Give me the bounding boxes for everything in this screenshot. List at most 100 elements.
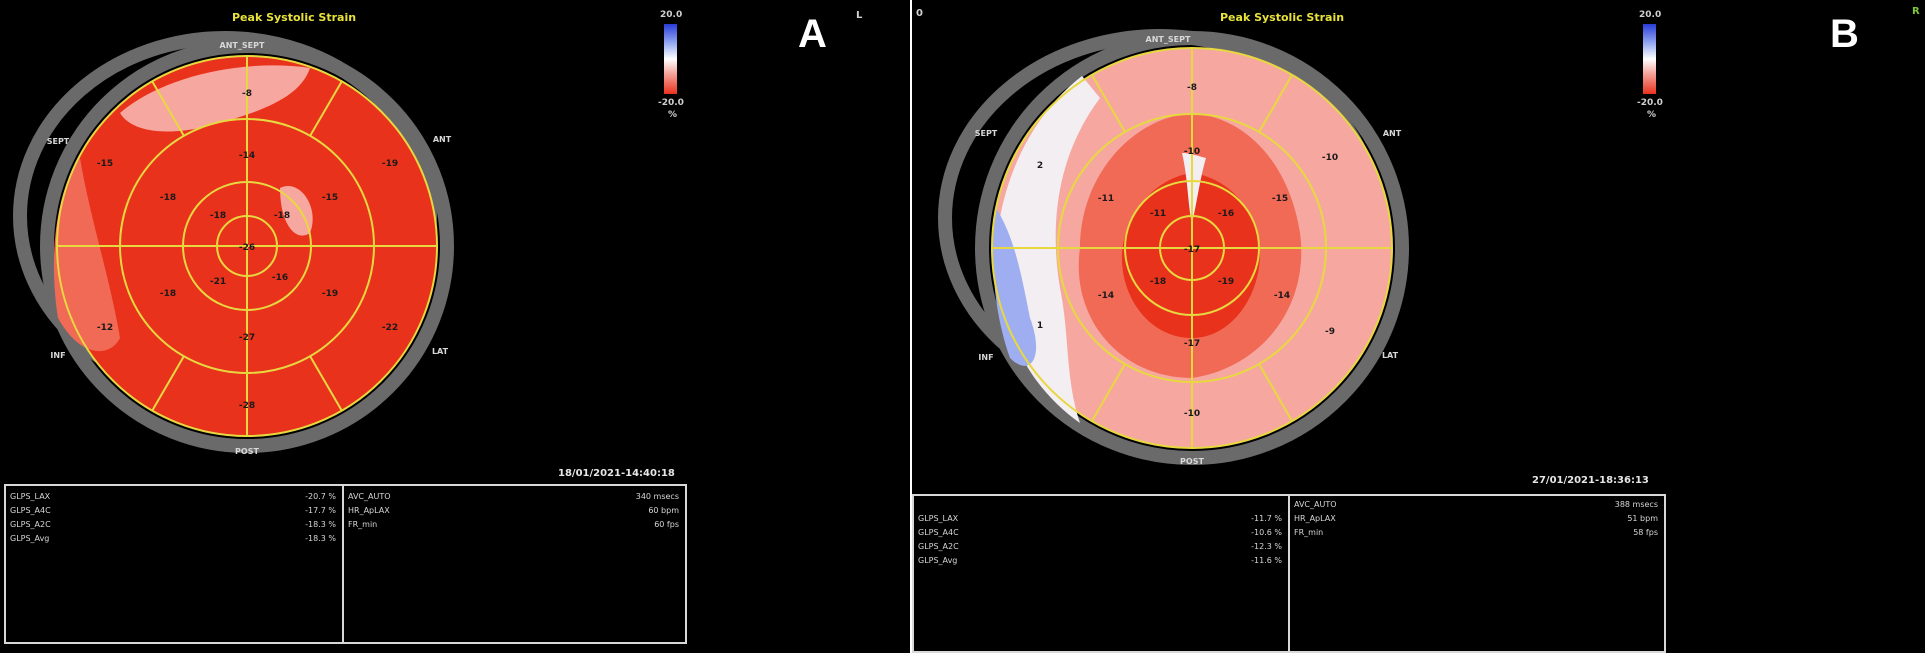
panel-a-label-ant-sept: ANT_SEPT bbox=[220, 41, 265, 50]
panel-b-acq-row-value: 51 bpm bbox=[1627, 514, 1658, 523]
panel-b-strain-row: GLPS_A4C -10.6 % bbox=[914, 526, 1288, 540]
panel-a-basal-inferior: -28 bbox=[239, 401, 255, 411]
panel-b-acq-row-label: FR_min bbox=[1294, 528, 1324, 537]
panel-a-strain-row-value: -18.3 % bbox=[305, 534, 336, 543]
panel-a-strain-row-value: -18.3 % bbox=[305, 520, 336, 529]
panel-a-acq-row: FR_min 60 fps bbox=[344, 518, 685, 532]
panel-b-scale-top: 20.0 bbox=[1639, 10, 1662, 20]
panel-b-acq-row: AVC_AUTO 388 msecs bbox=[1290, 498, 1664, 512]
panel-b-strain-row-value: -12.3 % bbox=[1251, 542, 1282, 551]
panel-a-letter: A bbox=[798, 12, 827, 56]
panel-a-strain-row-label: GLPS_LAX bbox=[10, 492, 51, 501]
panel-a-label-post: POST bbox=[235, 447, 259, 456]
panel-a-acq-row-label: HR_ApLAX bbox=[348, 506, 390, 515]
panel-b-acq-row-value: 58 fps bbox=[1633, 528, 1658, 537]
panel-b-strain-row: GLPS_Avg -11.6 % bbox=[914, 554, 1288, 568]
panel-a-scale-unit: % bbox=[668, 110, 678, 120]
panel-b-mid-anterior: -10 bbox=[1184, 147, 1200, 157]
panel-b-strain-row-value: -10.6 % bbox=[1251, 528, 1282, 537]
panel-b-label-inf: INF bbox=[978, 353, 993, 362]
panel-b-acq-row-value: 388 msecs bbox=[1614, 500, 1658, 509]
panel-a-apical-lateral: -16 bbox=[272, 273, 288, 283]
panel-a-apical-anterior: -18 bbox=[274, 211, 290, 221]
panel-b-acq-row: HR_ApLAX 51 bpm bbox=[1290, 512, 1664, 526]
panel-b-strain-row: GLPS_LAX -11.7 % bbox=[914, 512, 1288, 526]
panel-a-strain-row-label: GLPS_Avg bbox=[10, 534, 50, 543]
panel-a-label-ant: ANT bbox=[433, 135, 452, 144]
panel-b-strain-row-value: -11.7 % bbox=[1251, 514, 1282, 523]
panel-b-mid-anterolateral: -15 bbox=[1272, 194, 1288, 204]
panel-b-strain-row-label: GLPS_LAX bbox=[918, 514, 959, 523]
panel-a-segment-grid bbox=[56, 55, 438, 437]
panel-b-apical-inferior: -18 bbox=[1150, 277, 1166, 287]
panel-a-light-region-3 bbox=[280, 186, 313, 236]
panel-a-strain-row: GLPS_LAX -20.7 % bbox=[6, 490, 342, 504]
panel-b-timestamp: 27/01/2021-18:36:13 bbox=[1532, 475, 1649, 486]
panel-a-strain-row: GLPS_A2C -18.3 % bbox=[6, 518, 342, 532]
panel-b-strain-table: GLPS_LAX -11.7 % GLPS_A4C -10.6 % GLPS_A2C… bbox=[912, 494, 1290, 653]
panel-b-label-sept: SEPT bbox=[975, 129, 998, 138]
panel-a-corner-mark: L bbox=[856, 10, 863, 21]
panel-b-acq-row: FR_min 58 fps bbox=[1290, 526, 1664, 540]
panel-b-basal-inferolateral: -9 bbox=[1325, 327, 1335, 337]
panel-a-apical-septal: -18 bbox=[210, 211, 226, 221]
panel-a-label-inf: INF bbox=[50, 351, 65, 360]
panel-a-mid-inferolateral: -19 bbox=[322, 289, 338, 299]
panel-a-mid-inferior: -27 bbox=[239, 333, 255, 343]
panel-b-basal-anterolateral: -10 bbox=[1322, 153, 1338, 163]
panel-a: Peak Systolic Strain A L 20.0 -20.0 % -8 bbox=[0, 0, 910, 653]
panel-a-strain-row-value: -17.7 % bbox=[305, 506, 336, 515]
panel-b-strain-row-value: -11.6 % bbox=[1251, 556, 1282, 565]
panel-a-timestamp: 18/01/2021-14:40:18 bbox=[558, 468, 675, 479]
panel-b-apical-light-notch bbox=[1182, 153, 1206, 223]
panel-b-scale-unit: % bbox=[1647, 110, 1657, 120]
panel-a-label-lat: LAT bbox=[432, 347, 449, 356]
panel-b-mid-inferolateral: -14 bbox=[1274, 291, 1290, 301]
panel-a-basal-inferolateral: -22 bbox=[382, 323, 398, 333]
panel-b-apical-lateral: -19 bbox=[1218, 277, 1234, 287]
panel-b-strain-row: GLPS_A2C -12.3 % bbox=[914, 540, 1288, 554]
panel-b-corner-mark-left: 0 bbox=[916, 8, 923, 19]
panel-b-scale-bottom: -20.0 bbox=[1637, 98, 1663, 108]
panel-b-basal-anterior: -8 bbox=[1187, 83, 1197, 93]
panel-a-mid-inferoseptal: -18 bbox=[160, 289, 176, 299]
panel-a-strain-row: GLPS_A4C -17.7 % bbox=[6, 504, 342, 518]
panel-a-apical-inferior: -21 bbox=[210, 277, 226, 287]
panel-b-apical-septal: -11 bbox=[1150, 209, 1166, 219]
panel-a-mid-anterior: -14 bbox=[239, 151, 255, 161]
panel-b-colorbar bbox=[1643, 24, 1656, 94]
panel-b-label-ant: ANT bbox=[1383, 129, 1402, 138]
panel-a-basal-inferoseptal: -12 bbox=[97, 323, 113, 333]
panel-a-strain-row-label: GLPS_A2C bbox=[10, 520, 51, 529]
panel-a-acquisition-table: AVC_AUTO 340 msecs HR_ApLAX 60 bpm FR_min 6… bbox=[342, 484, 687, 644]
panel-a-acq-row: AVC_AUTO 340 msecs bbox=[344, 490, 685, 504]
panel-b-acq-row-label: AVC_AUTO bbox=[1294, 500, 1337, 509]
panel-a-basal-anterolateral: -19 bbox=[382, 159, 398, 169]
panel-b-basal-inferoseptal: 1 bbox=[1037, 321, 1043, 331]
panel-b-inner-red-region bbox=[1121, 173, 1260, 338]
panel-b-basal-anteroseptal: 2 bbox=[1037, 161, 1043, 171]
panel-a-mid-anteroseptal: -18 bbox=[160, 193, 176, 203]
panel-b-mid-inferoseptal: -14 bbox=[1098, 291, 1114, 301]
panel-a-bullseye: -8 -19 -22 -28 -12 -15 -14 -15 -19 -27 -… bbox=[13, 31, 454, 456]
panel-a-basal-anterior: -8 bbox=[242, 89, 252, 99]
panel-b: 0 R Peak Systolic Strain B 20.0 -20.0 % bbox=[912, 0, 1925, 653]
panel-a-acq-row-label: FR_min bbox=[348, 520, 378, 529]
panel-a-light-region-1 bbox=[120, 65, 310, 132]
panel-a-basal-anteroseptal: -15 bbox=[97, 159, 113, 169]
panel-a-strain-row: GLPS_Avg -18.3 % bbox=[6, 532, 342, 546]
panel-b-strain-row-label: GLPS_A4C bbox=[918, 528, 959, 537]
panel-b-bullseye: -8 -10 -9 -10 1 2 -10 -15 -14 -17 -14 -1… bbox=[938, 29, 1409, 466]
panel-b-apex: -17 bbox=[1184, 245, 1200, 255]
panel-a-strain-table: GLPS_LAX -20.7 % GLPS_A4C -17.7 % GLPS_A2C… bbox=[4, 484, 344, 644]
panel-a-apex: -26 bbox=[239, 243, 255, 253]
panel-b-acquisition-table: AVC_AUTO 388 msecs HR_ApLAX 51 bpm FR_min 5… bbox=[1288, 494, 1666, 653]
panel-a-acq-row-value: 340 msecs bbox=[635, 492, 679, 501]
panel-b-corner-mark-right: R bbox=[1912, 6, 1920, 17]
panel-a-light-region-2 bbox=[53, 158, 120, 352]
panel-a-acq-row-label: AVC_AUTO bbox=[348, 492, 391, 501]
panel-b-strain-row-label: GLPS_Avg bbox=[918, 556, 958, 565]
panel-b-title: Peak Systolic Strain bbox=[1220, 11, 1345, 24]
panel-a-scale-top: 20.0 bbox=[660, 10, 683, 20]
panel-b-strain-row-label: GLPS_A2C bbox=[918, 542, 959, 551]
